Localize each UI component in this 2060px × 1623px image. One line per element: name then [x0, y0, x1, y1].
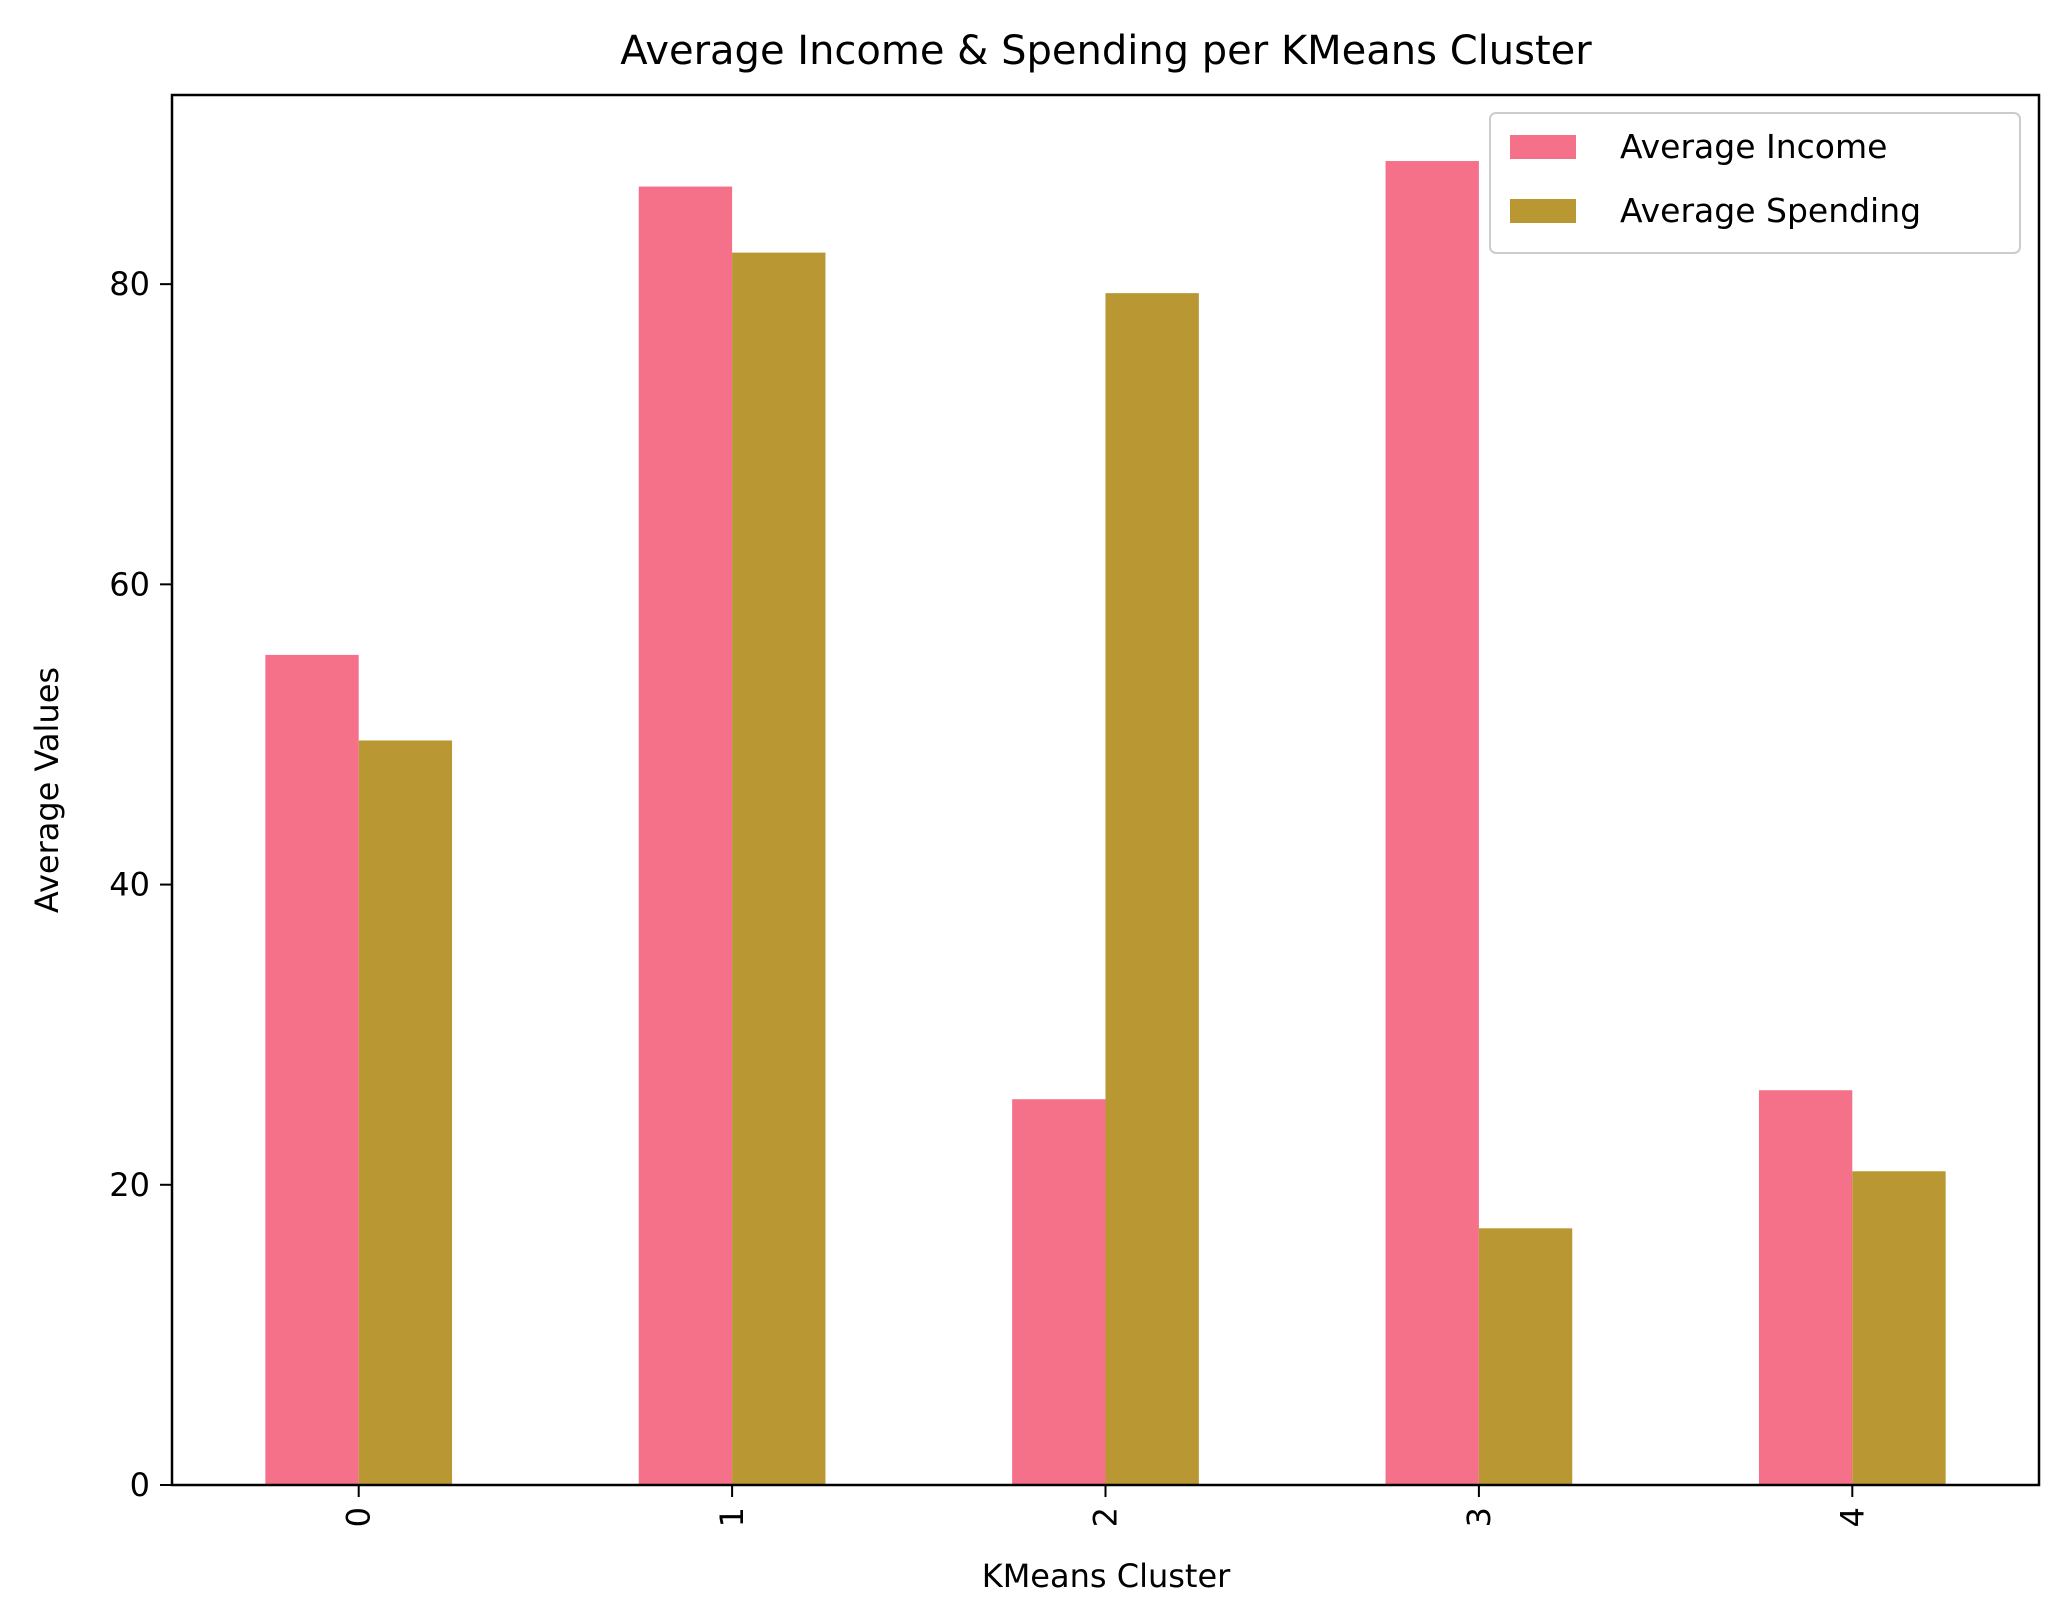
bar-average-income-cluster-1	[638, 186, 733, 1485]
legend-label-average-income: Average Income	[1620, 127, 1887, 166]
bar-average-spending-cluster-2	[1105, 293, 1199, 1485]
bar-average-spending-cluster-4	[1852, 1171, 1946, 1485]
bar-average-income-cluster-2	[1012, 1099, 1106, 1485]
x-axis-label: KMeans Cluster	[982, 1557, 1231, 1595]
x-tick-label: 3	[1460, 1507, 1498, 1527]
legend-swatch-average-spending	[1510, 199, 1576, 223]
x-tick-label: 4	[1833, 1507, 1871, 1527]
legend-swatch-average-income	[1510, 135, 1576, 159]
bar-average-spending-cluster-3	[1478, 1228, 1573, 1485]
chart-title: Average Income & Spending per KMeans Clu…	[620, 28, 1592, 74]
x-tick-label: 0	[340, 1507, 378, 1527]
y-tick-label: 60	[109, 565, 150, 603]
bars-layer	[265, 161, 1946, 1486]
bar-average-income-cluster-0	[265, 654, 359, 1485]
bar-average-spending-cluster-0	[358, 740, 453, 1485]
legend-label-average-spending: Average Spending	[1620, 191, 1921, 230]
bar-average-income-cluster-4	[1758, 1090, 1853, 1485]
x-tick-label: 2	[1087, 1507, 1125, 1527]
bar-average-income-cluster-3	[1385, 161, 1479, 1486]
y-axis-label: Average Values	[28, 667, 66, 913]
x-tick-label: 1	[713, 1507, 751, 1527]
bar-average-spending-cluster-1	[732, 252, 826, 1485]
x-axis: 0 1 2 3 4	[340, 1485, 1871, 1527]
legend-box	[1489, 112, 2021, 254]
y-tick-label: 80	[109, 265, 150, 303]
y-tick-label: 40	[109, 866, 150, 904]
y-axis: 0 20 40 60 80	[109, 265, 172, 1504]
y-tick-label: 0	[130, 1466, 150, 1504]
legend: Average Income Average Spending	[1489, 112, 2021, 254]
y-tick-label: 20	[109, 1166, 150, 1204]
